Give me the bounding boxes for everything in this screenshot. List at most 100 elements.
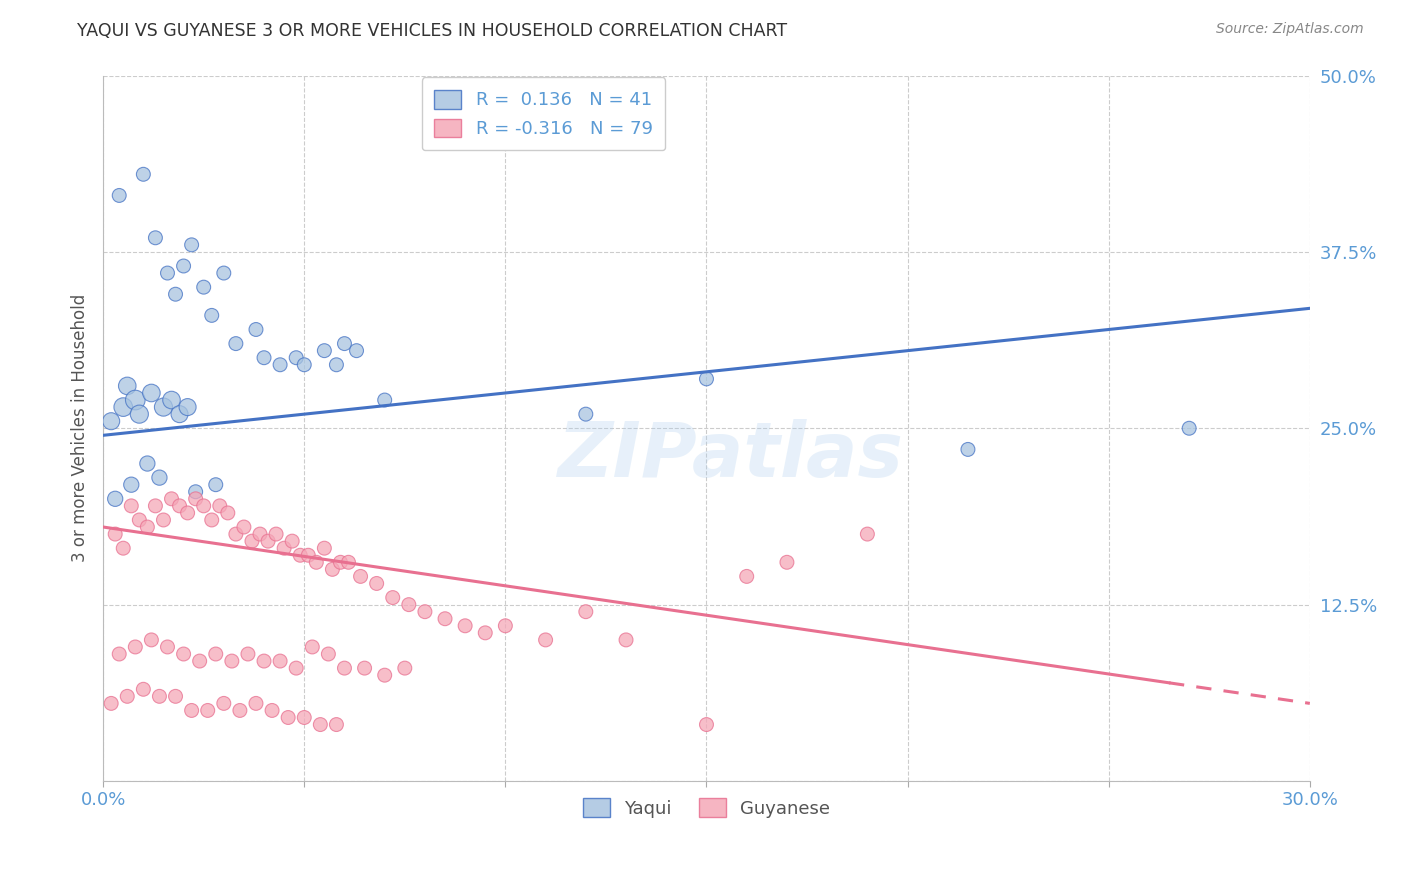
Point [120, 499, 142, 513]
Point [337, 555, 360, 569]
Point [454, 619, 477, 633]
Point [184, 484, 207, 499]
Point [108, 647, 131, 661]
Point [394, 661, 416, 675]
Point [333, 336, 356, 351]
Point [201, 513, 224, 527]
Point [285, 661, 308, 675]
Point [204, 647, 226, 661]
Point [253, 351, 276, 365]
Point [188, 654, 211, 668]
Point [292, 710, 315, 724]
Point [249, 527, 271, 541]
Point [193, 499, 215, 513]
Point [141, 386, 163, 401]
Point [349, 569, 371, 583]
Point [346, 343, 368, 358]
Point [104, 527, 127, 541]
Point [136, 520, 159, 534]
Point [269, 654, 291, 668]
Point [305, 555, 328, 569]
Point [169, 407, 191, 421]
Point [321, 562, 343, 576]
Point [281, 534, 304, 549]
Point [575, 407, 598, 421]
Point [120, 477, 142, 491]
Point [128, 513, 150, 527]
Point [264, 527, 287, 541]
Point [173, 259, 195, 273]
Point [309, 717, 332, 731]
Point [956, 442, 979, 457]
Point [695, 717, 717, 731]
Point [100, 414, 122, 428]
Point [1178, 421, 1201, 435]
Point [124, 392, 146, 407]
Point [474, 625, 496, 640]
Point [132, 682, 155, 697]
Point [100, 697, 122, 711]
Point [273, 541, 295, 556]
Point [290, 548, 312, 562]
Point [176, 506, 198, 520]
Point [112, 400, 135, 414]
Point [165, 690, 187, 704]
Point [180, 237, 202, 252]
Point [217, 506, 239, 520]
Point [333, 661, 356, 675]
Text: YAQUI VS GUYANESE 3 OR MORE VEHICLES IN HOUSEHOLD CORRELATION CHART: YAQUI VS GUYANESE 3 OR MORE VEHICLES IN … [77, 22, 787, 40]
Point [108, 188, 131, 202]
Point [193, 280, 215, 294]
Point [366, 576, 388, 591]
Point [180, 703, 202, 717]
Y-axis label: 3 or more Vehicles in Household: 3 or more Vehicles in Household [72, 294, 89, 562]
Point [104, 491, 127, 506]
Point [148, 690, 170, 704]
Point [160, 491, 183, 506]
Point [117, 379, 139, 393]
Point [173, 647, 195, 661]
Point [353, 661, 375, 675]
Point [314, 343, 336, 358]
Point [152, 513, 174, 527]
Point [236, 647, 259, 661]
Point [318, 647, 340, 661]
Point [208, 499, 231, 513]
Point [314, 541, 336, 556]
Point [212, 266, 235, 280]
Legend: Yaqui, Guyanese: Yaqui, Guyanese [575, 791, 838, 825]
Point [245, 697, 267, 711]
Point [374, 668, 396, 682]
Point [156, 640, 179, 654]
Point [245, 322, 267, 336]
Point [201, 309, 224, 323]
Point [269, 358, 291, 372]
Point [141, 632, 163, 647]
Point [169, 499, 191, 513]
Point [301, 640, 323, 654]
Point [117, 690, 139, 704]
Point [614, 632, 637, 647]
Point [398, 598, 420, 612]
Point [575, 605, 598, 619]
Point [325, 717, 347, 731]
Point [165, 287, 187, 301]
Point [297, 548, 319, 562]
Point [381, 591, 404, 605]
Point [735, 569, 758, 583]
Point [204, 477, 226, 491]
Point [145, 499, 167, 513]
Point [197, 703, 219, 717]
Point [176, 400, 198, 414]
Point [232, 520, 254, 534]
Point [325, 358, 347, 372]
Point [221, 654, 243, 668]
Point [374, 392, 396, 407]
Point [225, 336, 247, 351]
Point [285, 351, 308, 365]
Point [132, 167, 155, 181]
Point [494, 619, 516, 633]
Point [145, 231, 167, 245]
Point [534, 632, 557, 647]
Point [413, 605, 436, 619]
